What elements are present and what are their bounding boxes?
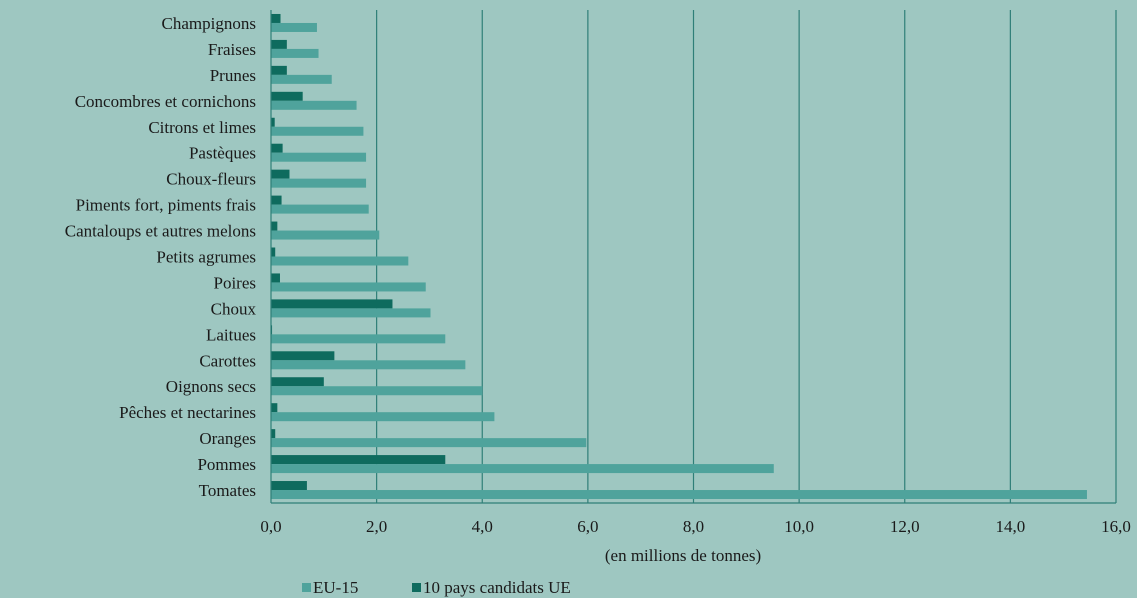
x-tick-label: 14,0	[996, 517, 1026, 536]
bar-candidats	[271, 196, 282, 205]
category-labels: Champignons Fraises Prunes Concombres et co…	[65, 14, 257, 500]
bar-eu15	[271, 490, 1087, 499]
bar-eu15	[271, 153, 366, 162]
bar-candidats	[271, 14, 281, 23]
bar-eu15	[271, 412, 494, 421]
bar-eu15	[271, 23, 317, 32]
category-label: Choux-fleurs	[166, 170, 256, 189]
x-tick-labels: 0,0 2,0 4,0 6,0 8,0 10,0 12,0 14,0 16,0	[260, 517, 1131, 536]
category-label: Champignons	[162, 14, 256, 33]
bars	[271, 14, 1087, 499]
bar-eu15	[271, 360, 465, 369]
category-label: Laitues	[206, 325, 256, 344]
x-axis-title: (en millions de tonnes)	[605, 546, 761, 565]
category-label: Fraises	[208, 40, 256, 59]
bar-candidats	[271, 429, 275, 438]
bar-eu15	[271, 179, 366, 188]
bar-eu15	[271, 231, 379, 240]
x-tick-label: 10,0	[784, 517, 814, 536]
legend-swatch	[412, 583, 421, 592]
legend-label: EU-15	[313, 578, 358, 597]
bar-eu15	[271, 464, 774, 473]
bar-candidats	[271, 351, 334, 360]
x-tick-label: 8,0	[683, 517, 704, 536]
bar-candidats	[271, 455, 445, 464]
bar-candidats	[271, 377, 324, 386]
category-label: Poires	[214, 273, 257, 292]
category-label: Pêches et nectarines	[119, 403, 256, 422]
category-label: Choux	[211, 299, 257, 318]
category-label: Oranges	[199, 429, 256, 448]
x-tick-label: 12,0	[890, 517, 920, 536]
x-tick-label: 2,0	[366, 517, 387, 536]
category-label: Carottes	[199, 351, 256, 370]
bar-eu15	[271, 438, 586, 447]
bar-eu15	[271, 101, 357, 110]
category-label: Prunes	[210, 66, 256, 85]
category-label: Pommes	[197, 455, 256, 474]
bar-candidats	[271, 66, 287, 75]
legend-label: 10 pays candidats UE	[423, 578, 571, 597]
category-label: Tomates	[199, 481, 256, 500]
category-label: Pastèques	[189, 144, 256, 163]
category-label: Petits agrumes	[156, 248, 256, 267]
bar-candidats	[271, 248, 275, 257]
bar-candidats	[271, 403, 277, 412]
legend: EU-15 10 pays candidats UE	[302, 578, 571, 597]
bar-candidats	[271, 222, 277, 231]
bar-candidats	[271, 170, 289, 179]
x-tick-label: 16,0	[1101, 517, 1131, 536]
bar-candidats	[271, 299, 392, 308]
bar-eu15	[271, 127, 363, 136]
category-label: Oignons secs	[166, 377, 256, 396]
bar-eu15	[271, 386, 482, 395]
x-tick-label: 4,0	[472, 517, 493, 536]
legend-swatch	[302, 583, 311, 592]
bar-candidats	[271, 40, 287, 49]
bar-eu15	[271, 334, 445, 343]
category-label: Piments fort, piments frais	[76, 196, 256, 215]
category-label: Cantaloups et autres melons	[65, 222, 256, 241]
bar-candidats	[271, 144, 283, 153]
bar-eu15	[271, 282, 426, 291]
x-tick-label: 6,0	[577, 517, 598, 536]
bar-eu15	[271, 257, 408, 266]
bar-eu15	[271, 49, 319, 58]
bar-candidats	[271, 92, 303, 101]
category-label: Concombres et cornichons	[75, 92, 256, 111]
bar-candidats	[271, 481, 307, 490]
bar-eu15	[271, 308, 430, 317]
x-tick-label: 0,0	[260, 517, 281, 536]
bar-eu15	[271, 75, 332, 84]
category-label: Citrons et limes	[148, 118, 256, 137]
bar-eu15	[271, 205, 369, 214]
bar-candidats	[271, 273, 280, 282]
grid-lines	[377, 10, 1116, 503]
